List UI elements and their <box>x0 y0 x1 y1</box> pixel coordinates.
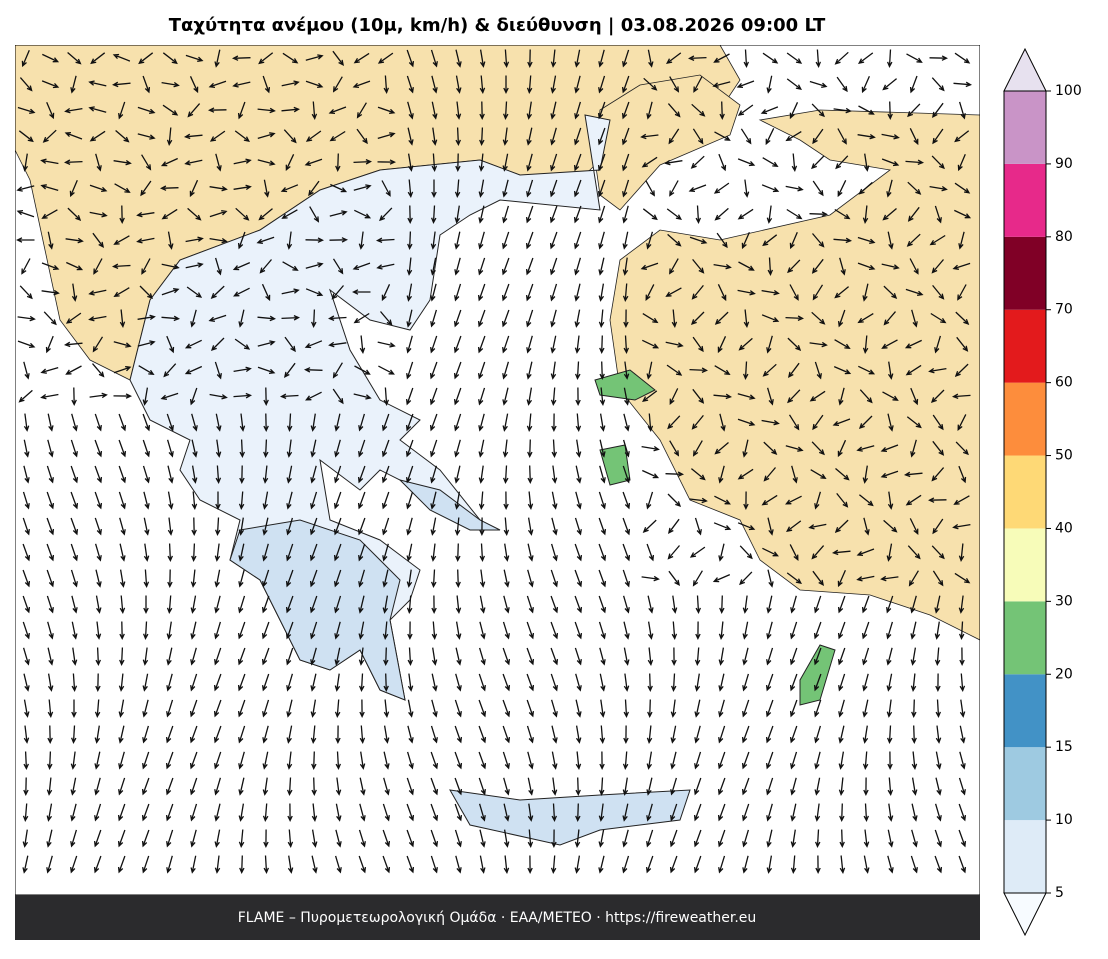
colorbar-under <box>1003 892 1047 937</box>
colorbar-bin <box>1004 601 1046 675</box>
wind-arrows <box>16 49 973 875</box>
land-rhodes <box>799 644 836 706</box>
colorbar-bin <box>1004 528 1046 602</box>
colorbar-bin <box>1004 309 1046 383</box>
colorbar-bin <box>1004 674 1046 748</box>
colorbar-tick-label: 100 <box>1055 83 1082 99</box>
colorbar-tick-label: 40 <box>1055 520 1073 536</box>
colorbar-outline <box>1003 90 1047 894</box>
footer-text: FLAME – Πυρομετεωρολογική Ομάδα · ΕΑΑ/ME… <box>238 910 757 926</box>
map-title: Ταχύτητα ανέμου (10μ, km/h) & διεύθυνση … <box>169 15 826 36</box>
colorbar-bin <box>1004 163 1046 237</box>
colorbar-over <box>1003 47 1047 92</box>
colorbar-tick-label: 30 <box>1055 593 1073 609</box>
land-euboea <box>398 479 501 531</box>
colorbar-tick-label: 5 <box>1055 885 1064 901</box>
colorbar-tick-label: 70 <box>1055 302 1073 318</box>
colorbar-tick-label: 50 <box>1055 448 1073 464</box>
colorbar-tick-label: 80 <box>1055 229 1073 245</box>
land-chios <box>599 444 631 486</box>
land-turkey <box>609 109 980 641</box>
colorbar-tick-label: 20 <box>1055 666 1073 682</box>
colorbar-bin <box>1004 747 1046 821</box>
colorbar: 5 10 15 20 30 40 50 60 70 80 90 100 <box>1003 47 1082 937</box>
colorbar-tick-label: 60 <box>1055 375 1073 391</box>
footer-bar <box>15 895 980 940</box>
colorbar-tick-label: 15 <box>1055 739 1073 755</box>
colorbar-tick-label: 90 <box>1055 156 1073 172</box>
land-crete <box>449 789 691 846</box>
land-lesvos <box>594 369 656 401</box>
colorbar-tick-label: 10 <box>1055 812 1073 828</box>
map-area <box>15 45 980 895</box>
colorbar-bin <box>1004 382 1046 456</box>
land-thrace <box>594 74 741 211</box>
colorbar-bin <box>1004 455 1046 529</box>
colorbar-bin <box>1004 820 1046 893</box>
colorbar-bin <box>1004 236 1046 310</box>
arrow-field <box>16 49 973 875</box>
colorbar-bin <box>1004 91 1046 164</box>
